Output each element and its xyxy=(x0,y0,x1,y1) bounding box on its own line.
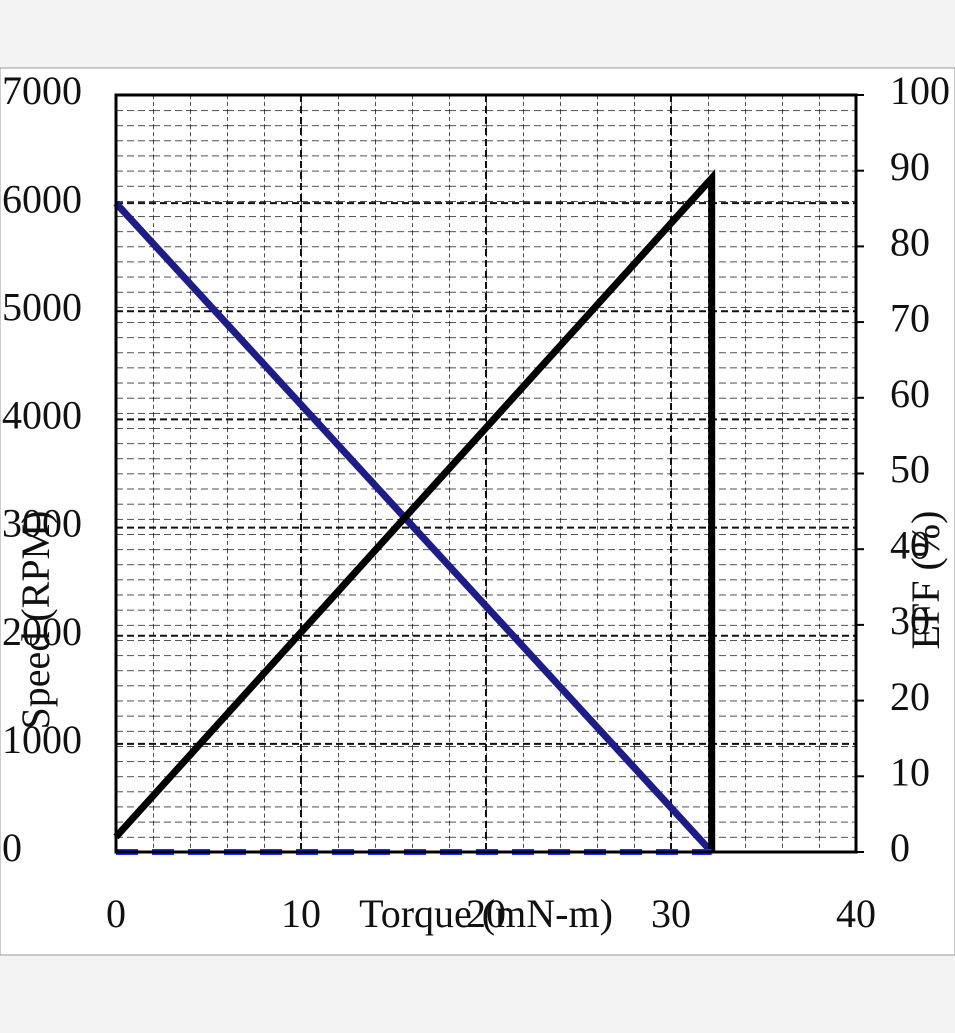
y2-tick-label: 70 xyxy=(890,295,930,340)
series-line xyxy=(113,200,715,855)
y2-tick-label: 60 xyxy=(890,371,930,416)
y2-axis-title: EFF (%) xyxy=(903,511,948,650)
series-line xyxy=(113,169,716,852)
y-axis-title: Speed (RPM) xyxy=(13,511,58,730)
x-tick-label: 40 xyxy=(836,891,876,936)
y2-tick-label: 0 xyxy=(890,825,910,870)
y-tick-label: 0 xyxy=(2,825,22,870)
y2-tick-label: 40 xyxy=(890,522,930,567)
y2-tick-label: 80 xyxy=(890,220,930,265)
x-tick-label: 0 xyxy=(106,891,126,936)
y2-tick-label: 10 xyxy=(890,749,930,794)
x-tick-label: 30 xyxy=(651,891,691,936)
y2-tick-label: 90 xyxy=(890,144,930,189)
y2-tick-label: 50 xyxy=(890,447,930,492)
y2-tick-label: 100 xyxy=(890,68,950,113)
y-tick-label: 4000 xyxy=(2,393,82,438)
x-tick-label: 20 xyxy=(466,891,506,936)
x-axis-title: Torque (mN-m) xyxy=(359,891,613,936)
y-tick-label: 7000 xyxy=(2,68,82,113)
y-tick-label: 2000 xyxy=(2,609,82,654)
x-tick-label: 10 xyxy=(281,891,321,936)
y2-tick-label: 30 xyxy=(890,598,930,643)
y-tick-label: 3000 xyxy=(2,501,82,546)
y-tick-label: 6000 xyxy=(2,176,82,221)
y-tick-label: 1000 xyxy=(2,717,82,762)
y2-tick-label: 20 xyxy=(890,674,930,719)
y-tick-label: 5000 xyxy=(2,284,82,329)
